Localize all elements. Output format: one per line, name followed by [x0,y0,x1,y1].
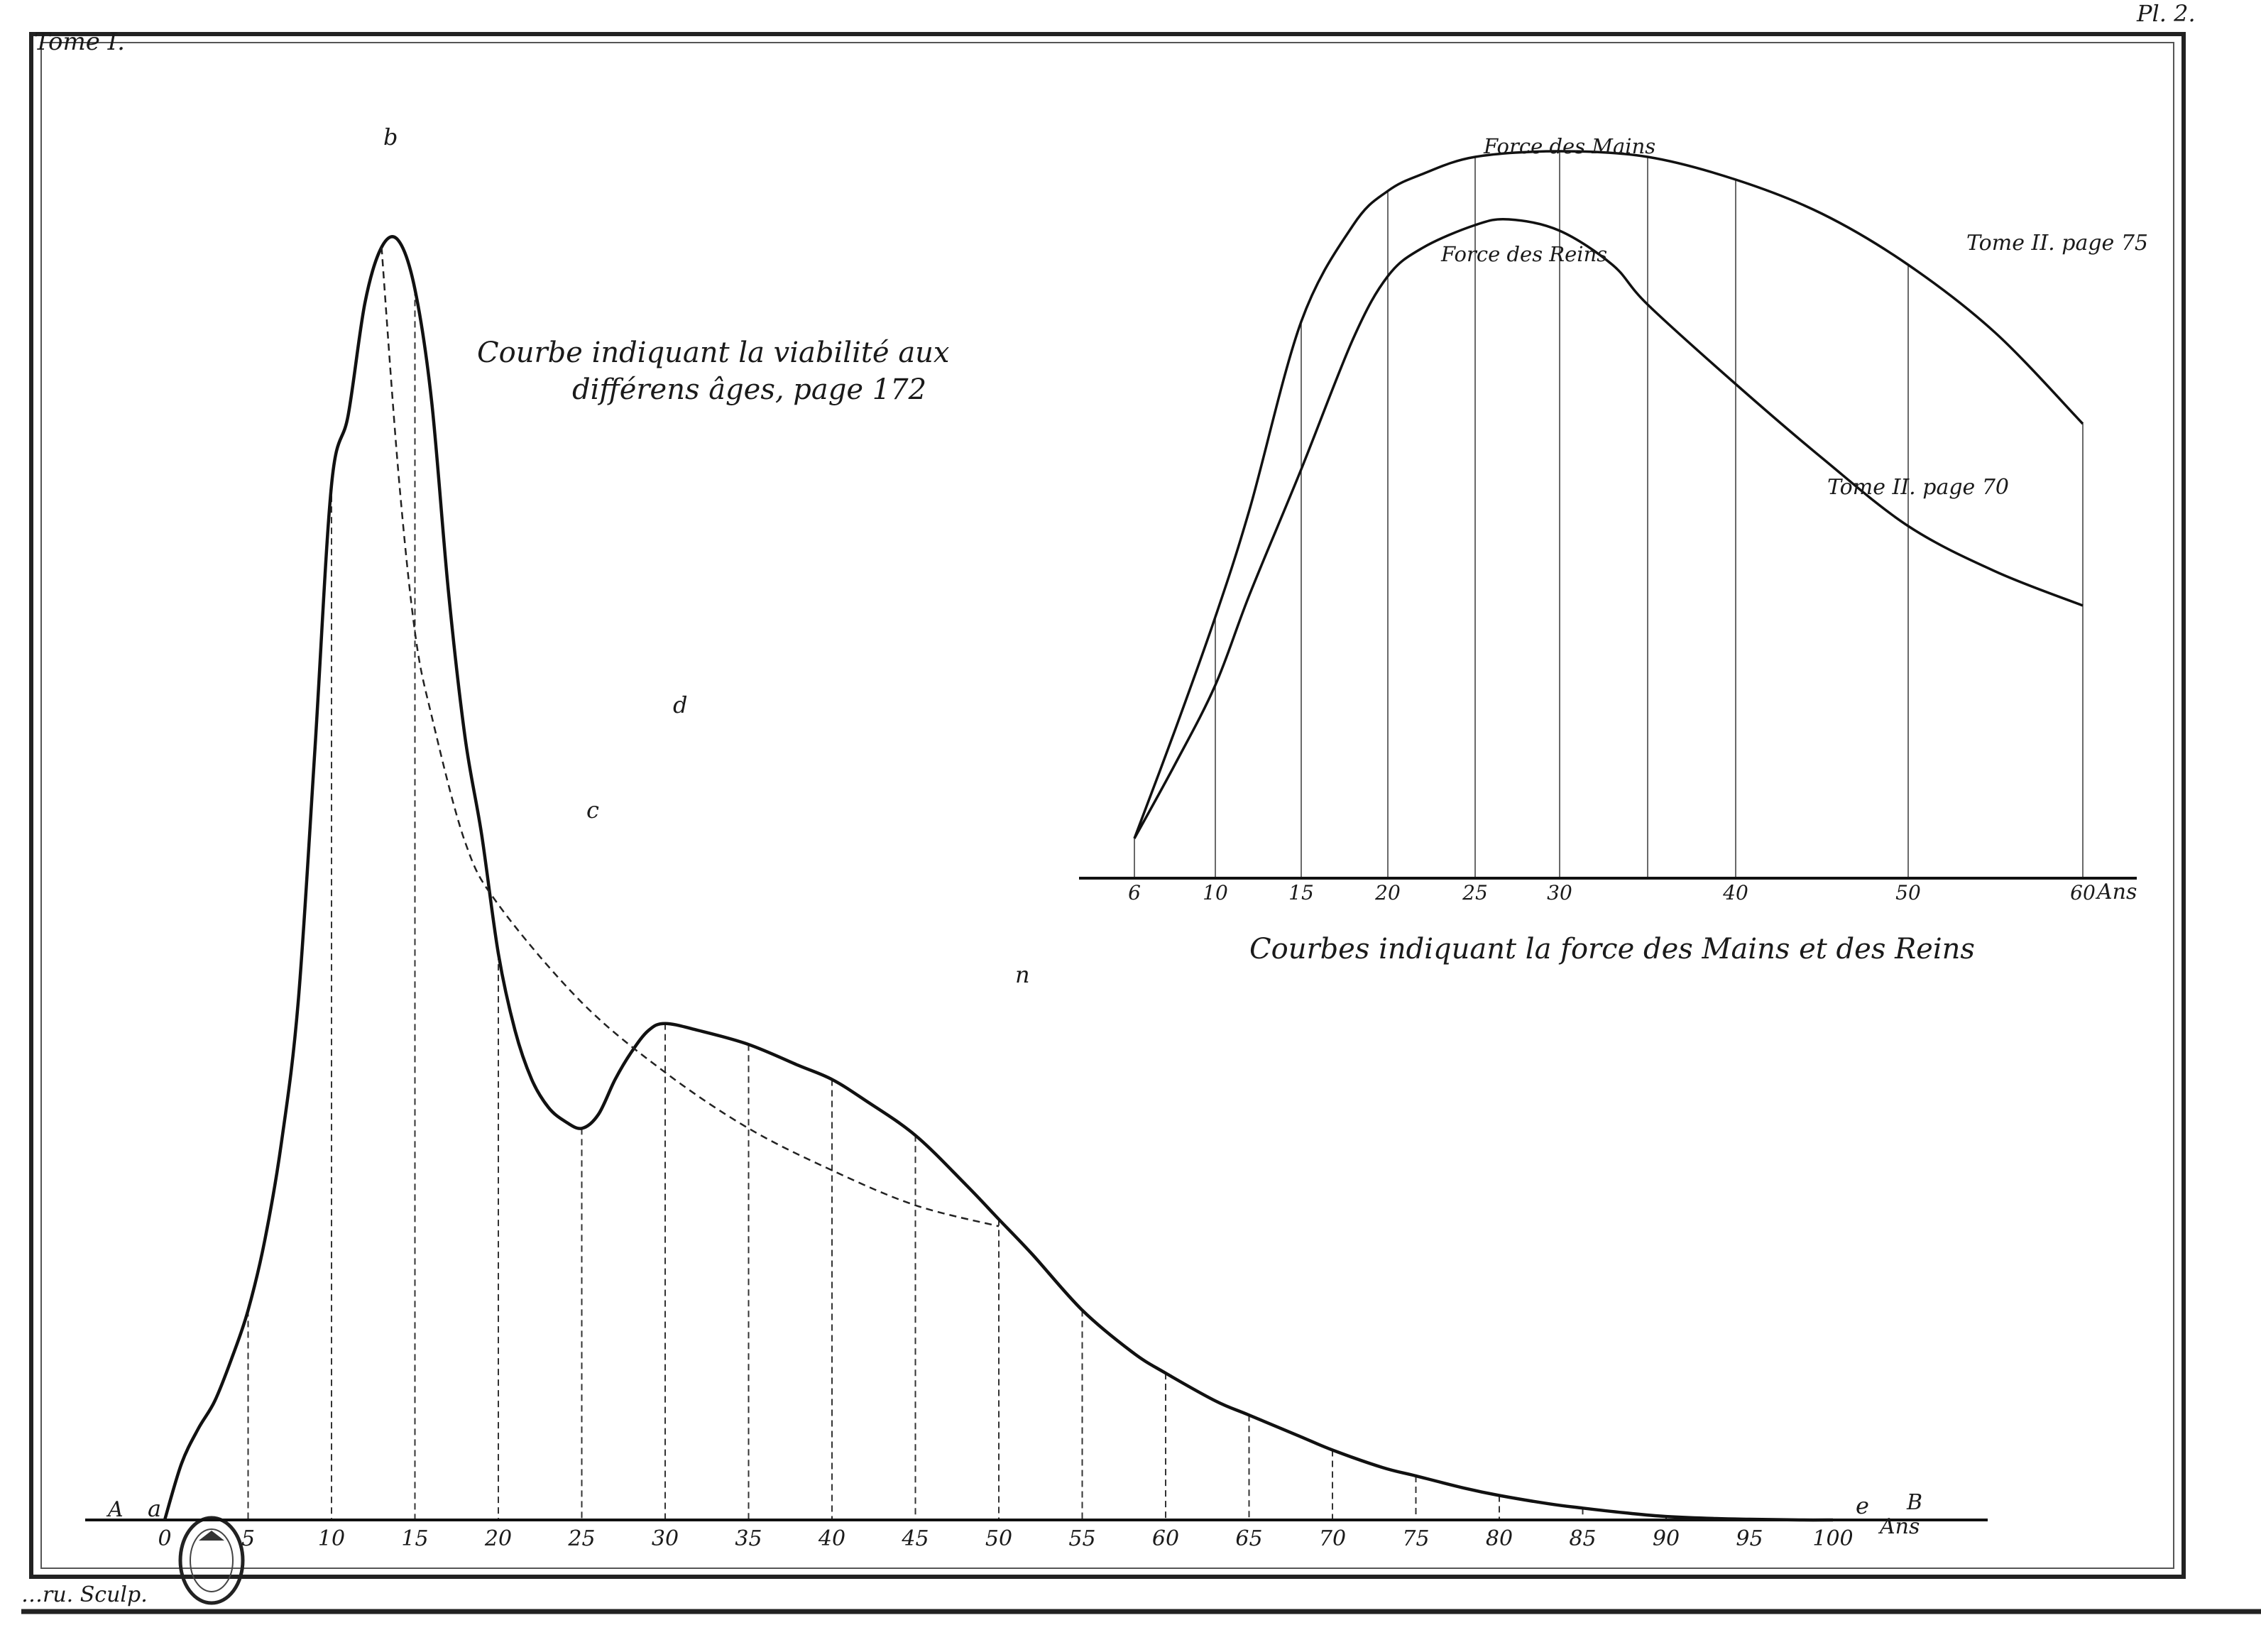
viability-tick-label: 35 [735,1526,762,1551]
viability-curve [163,235,1834,1522]
strength-unit-label: Ans [2095,880,2137,904]
viability-tick-label: 90 [1653,1526,1680,1551]
viability-tick-label: 15 [401,1526,428,1551]
hands-reference-label: Tome II. page 75 [1966,231,2148,256]
point-label-d: d [673,691,687,718]
viability-tick-label: 50 [985,1526,1012,1551]
viability-tick-label: 80 [1486,1526,1513,1551]
strength-tick-label: 50 [1895,881,1921,904]
back-strength-curve [1133,217,2084,839]
plate-number: Pl. 2. [2136,0,2196,27]
viability-unit-label: Ans [1878,1514,1920,1539]
viability-tick-label: 40 [818,1526,845,1551]
point-label-c: c [586,797,599,824]
viability-tick-label: 85 [1569,1526,1596,1551]
viability-dashed-curve [381,247,1000,1227]
viability-title-line-2: différens âges, page 172 [572,373,926,406]
viability-tick-label: 55 [1068,1526,1095,1551]
tome-label: Tome I. [34,28,125,56]
viability-tick-label: 0 [158,1526,171,1551]
viability-tick-label: 20 [484,1526,512,1551]
viability-tick-label: 95 [1736,1526,1763,1551]
viability-chart: A B 0 5 10 15 20 25 30 35 40 45 50 55 60 65 70 75 80 85 90… [85,124,1988,1551]
strength-tick-label: 6 [1128,881,1141,904]
hands-series-label: Force des Mains [1483,134,1655,158]
axis-end-label-a: A [106,1497,124,1522]
point-label-n: n [1015,961,1030,988]
strength-gridlines [1134,151,2084,878]
point-label-b: b [383,124,398,151]
viability-tick-label: 75 [1402,1526,1429,1551]
viability-tick-label: 60 [1152,1526,1179,1551]
strength-tick-label: 40 [1722,881,1748,904]
back-reference-label: Tome II. page 70 [1827,475,2009,500]
plate-border [29,32,2186,1579]
viability-tick-label: 10 [318,1526,345,1551]
viability-tick-label: 45 [901,1526,929,1551]
strength-title: Courbes indiquant la force des Mains et … [1249,933,1975,966]
strength-tick-label: 30 [1547,881,1572,904]
point-label-e: e [1856,1492,1869,1519]
viability-gridlines [247,289,1751,1520]
point-label-a: a [148,1495,161,1522]
back-series-label: Force des Reins [1440,242,1607,266]
strength-tick-label: 20 [1374,881,1401,904]
strength-tick-label: 25 [1462,881,1488,904]
viability-tick-label: 5 [241,1526,255,1551]
strength-tick-label: 15 [1288,881,1314,904]
strength-tick-label: 60 [2070,881,2096,904]
engraver-credit: …ru. Sculp. [21,1582,148,1607]
viability-tick-label: 70 [1319,1526,1346,1551]
library-stamp [178,1516,245,1605]
viability-tick-label: 30 [652,1526,679,1551]
viability-title-line-1: Courbe indiquant la viabilité aux [477,337,950,369]
hands-strength-curve [1133,150,2084,839]
axis-end-label-b: B [1906,1490,1922,1515]
viability-tick-label: 100 [1812,1526,1853,1551]
viability-tick-label: 25 [567,1526,595,1551]
viability-tick-label: 65 [1235,1526,1262,1551]
strength-tick-label: 10 [1203,881,1228,904]
strength-chart: 6 10 15 20 25 30 40 50 60 Ans Force des Mains Fo… [1079,134,2148,966]
